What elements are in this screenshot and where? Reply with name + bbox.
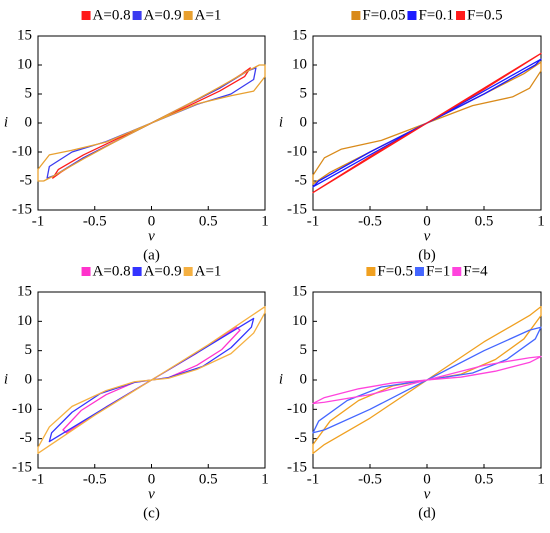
y-axis-label: i bbox=[279, 371, 283, 387]
y-tick-label: -15 bbox=[287, 201, 307, 217]
y-axis-label: i bbox=[279, 114, 283, 130]
panel-caption: (d) bbox=[418, 505, 436, 521]
y-tick-label: 5 bbox=[25, 85, 33, 101]
legend-swatch bbox=[132, 267, 142, 276]
y-tick-label: 0 bbox=[300, 114, 308, 130]
y-tick-label: 0 bbox=[300, 371, 308, 387]
y-tick-label: -10 bbox=[287, 143, 307, 159]
legend-label: A=0.8 bbox=[93, 263, 131, 279]
y-tick-label: -15 bbox=[12, 201, 32, 217]
y-tick-label: 5 bbox=[300, 85, 308, 101]
y-tick-label: 10 bbox=[17, 313, 32, 329]
legend-swatch bbox=[183, 11, 193, 20]
x-tick-label: 1 bbox=[537, 213, 545, 229]
legend-swatch bbox=[351, 11, 361, 20]
y-tick-label: -10 bbox=[12, 143, 32, 159]
legend-swatch bbox=[81, 267, 91, 276]
x-axis-label: v bbox=[148, 228, 155, 244]
y-tick-label: -5 bbox=[20, 430, 33, 446]
legend-swatch bbox=[132, 11, 142, 20]
legend-swatch bbox=[407, 11, 417, 20]
x-tick-label: 0 bbox=[148, 213, 156, 229]
y-tick-label: 0 bbox=[25, 114, 33, 130]
legend-label: F=0.1 bbox=[418, 7, 454, 23]
legend-swatch bbox=[366, 267, 376, 276]
legend-label: F=0.5 bbox=[467, 7, 503, 23]
legend-label: F=0.5 bbox=[377, 263, 413, 279]
x-tick-label: -1 bbox=[307, 213, 320, 229]
legend-label: F=4 bbox=[463, 263, 488, 279]
y-tick-label: 15 bbox=[292, 283, 307, 299]
y-tick-label: 15 bbox=[292, 27, 307, 43]
legend-label: F=0.05 bbox=[362, 7, 405, 23]
y-tick-label: -5 bbox=[20, 172, 33, 188]
loop-line bbox=[37, 306, 266, 454]
loop-line bbox=[37, 64, 266, 182]
x-tick-label: -1 bbox=[32, 471, 45, 487]
x-tick-label: 1 bbox=[537, 471, 545, 487]
panel-caption: (c) bbox=[143, 505, 160, 521]
panel-caption: (a) bbox=[143, 247, 160, 263]
x-tick-label: -1 bbox=[32, 213, 45, 229]
legend-label: A=0.9 bbox=[144, 7, 182, 23]
x-tick-label: 0 bbox=[423, 213, 431, 229]
y-tick-label: -15 bbox=[287, 459, 307, 475]
legend-swatch bbox=[452, 267, 462, 276]
legend-swatch bbox=[183, 267, 193, 276]
y-tick-label: 5 bbox=[300, 342, 308, 358]
x-tick-label: 0.5 bbox=[199, 213, 218, 229]
legend-label: A=0.8 bbox=[93, 7, 131, 23]
x-tick-label: -1 bbox=[307, 471, 320, 487]
panel-caption: (b) bbox=[418, 247, 436, 263]
x-axis-label: v bbox=[424, 228, 431, 244]
loop-line bbox=[312, 355, 542, 405]
y-tick-label: 15 bbox=[17, 27, 32, 43]
x-tick-label: -0.5 bbox=[83, 213, 107, 229]
y-tick-label: -10 bbox=[12, 401, 32, 417]
y-tick-label: -10 bbox=[287, 401, 307, 417]
y-tick-label: 10 bbox=[292, 56, 307, 72]
x-axis-label: v bbox=[148, 486, 155, 502]
x-tick-label: 0 bbox=[148, 471, 156, 487]
x-axis-label: v bbox=[424, 486, 431, 502]
x-tick-label: 1 bbox=[261, 213, 269, 229]
x-tick-label: 0.5 bbox=[199, 471, 218, 487]
x-tick-label: 1 bbox=[261, 471, 269, 487]
y-tick-label: 10 bbox=[17, 56, 32, 72]
x-tick-label: 0 bbox=[423, 471, 431, 487]
x-tick-label: 0.5 bbox=[475, 213, 494, 229]
y-axis-label: i bbox=[4, 114, 8, 130]
y-axis-label: i bbox=[4, 371, 8, 387]
y-tick-label: -5 bbox=[295, 172, 308, 188]
legend-swatch bbox=[81, 11, 91, 20]
legend-label: A=0.9 bbox=[144, 263, 182, 279]
x-tick-label: -0.5 bbox=[358, 471, 382, 487]
legend-label: A=1 bbox=[195, 263, 222, 279]
x-tick-label: -0.5 bbox=[83, 471, 107, 487]
legend-swatch bbox=[456, 11, 466, 20]
y-tick-label: 0 bbox=[25, 371, 33, 387]
y-tick-label: 10 bbox=[292, 313, 307, 329]
legend-label: A=1 bbox=[195, 7, 222, 23]
x-tick-label: 0.5 bbox=[475, 471, 494, 487]
y-tick-label: -5 bbox=[295, 430, 308, 446]
y-tick-label: 5 bbox=[25, 342, 33, 358]
y-tick-label: -15 bbox=[12, 459, 32, 475]
x-tick-label: -0.5 bbox=[358, 213, 382, 229]
y-tick-label: 15 bbox=[17, 283, 32, 299]
loop-line bbox=[312, 52, 542, 194]
legend-label: F=1 bbox=[426, 263, 450, 279]
legend-swatch bbox=[414, 267, 424, 276]
